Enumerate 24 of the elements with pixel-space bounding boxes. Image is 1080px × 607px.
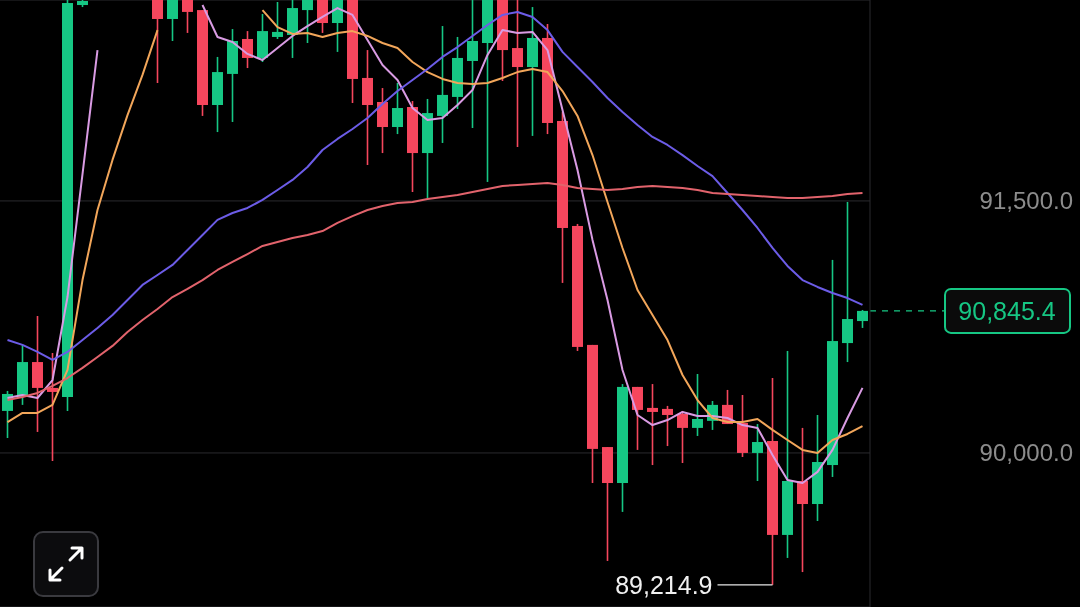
candlestick (392, 82, 403, 135)
y-tick-label: 90,000.0 (979, 439, 1073, 467)
annotation: 89,214.9 (615, 570, 713, 599)
y-tick-label: 91,500.0 (979, 187, 1073, 215)
candlestick (332, 0, 343, 53)
candlestick (152, 0, 163, 84)
candlestick (317, 0, 328, 34)
candlestick (692, 373, 703, 437)
candlestick (437, 25, 448, 144)
candlestick (647, 383, 658, 466)
candlestick (302, 0, 313, 44)
line-series (6, 10, 864, 361)
candlestick (167, 0, 178, 42)
candlestick (677, 410, 688, 464)
candlestick (662, 405, 673, 447)
candlestick (182, 0, 193, 34)
candlestick (752, 423, 763, 482)
ref-line-label: 90,845.4 (958, 296, 1056, 325)
candlestick (467, 0, 478, 129)
candlestick (797, 427, 808, 573)
candlestick (47, 352, 58, 462)
candlestick (512, 0, 523, 148)
candlestick (272, 1, 283, 40)
candlestick (632, 386, 643, 451)
